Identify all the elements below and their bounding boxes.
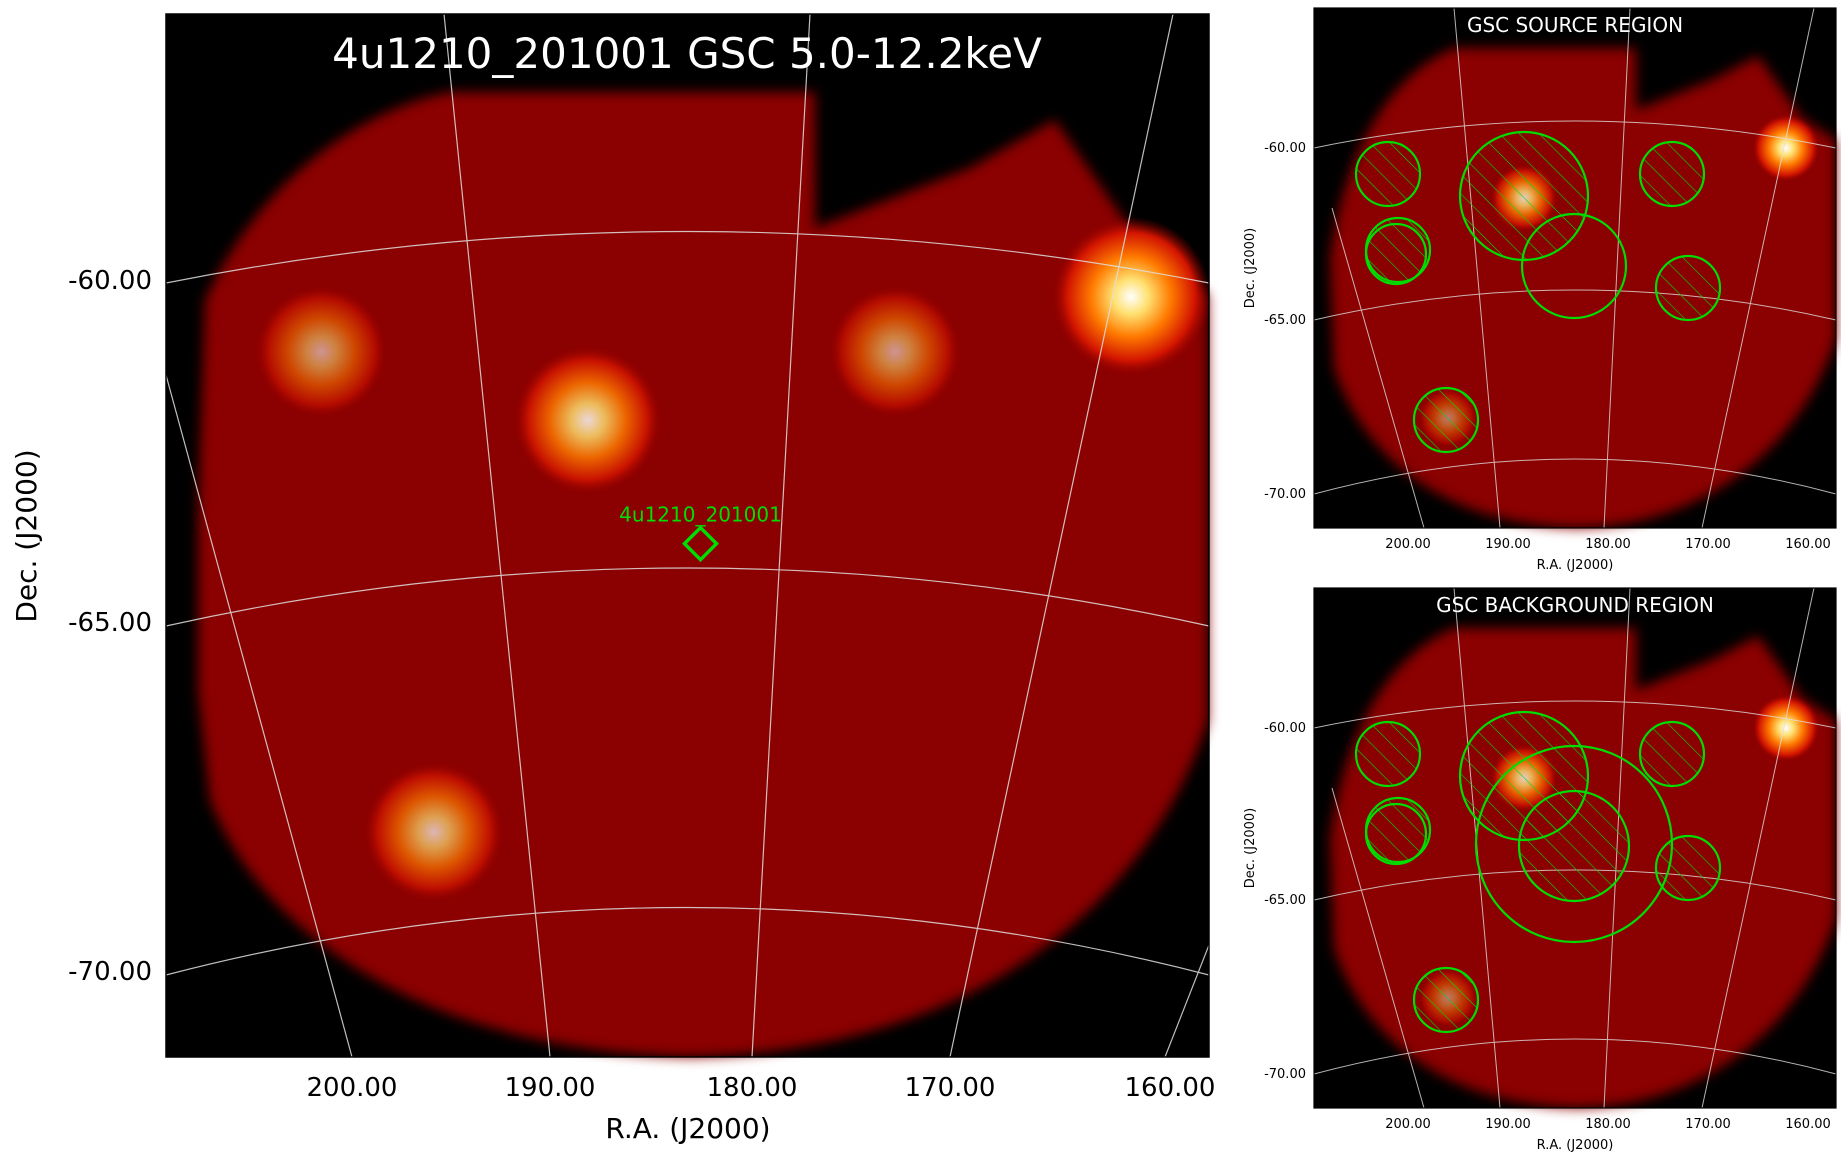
excluded-region (1354, 720, 1422, 788)
x-tick-label: 170.00 (1685, 537, 1731, 552)
source-extraction-region (1520, 212, 1628, 320)
excluded-region (1638, 720, 1706, 788)
x-tick-label: 200.00 (1385, 537, 1431, 552)
x-tick-label: 200.00 (307, 1073, 398, 1103)
ra-gridline-190 (443, 13, 551, 1058)
ra-gridline (1331, 787, 1425, 1109)
background-plot-frame (1313, 587, 1837, 1109)
background-y-axis-label: Dec. (J2000) (1243, 808, 1258, 888)
x-tick-label: 180.00 (707, 1073, 798, 1103)
background-y-tick-labels: -60.00 -65.00 -70.00 (1264, 721, 1306, 1082)
ra-gridline-160 (1164, 944, 1210, 1058)
background-x-tick-labels: 200.00 190.00 180.00 170.00 160.00 (1385, 1117, 1831, 1132)
y-tick-label: -65.00 (68, 608, 152, 638)
y-tick-label: -65.00 (1264, 313, 1306, 328)
source-x-tick-labels: 200.00 190.00 180.00 170.00 160.00 (1385, 537, 1831, 552)
excluded-region (1517, 789, 1631, 903)
source-coordinate-grid (1313, 7, 1837, 529)
x-tick-label: 190.00 (1485, 537, 1531, 552)
source-y-axis-label: Dec. (J2000) (1243, 228, 1258, 308)
excluded-region (1364, 802, 1428, 866)
source-x-axis-label: R.A. (J2000) (1537, 558, 1614, 573)
y-tick-label: -70.00 (1264, 1067, 1306, 1082)
excluded-region (1354, 140, 1422, 208)
background-region-panel: GSC BACKGROUND REGION 200.00 190.00 180.… (1243, 587, 1837, 1153)
x-tick-label: 160.00 (1785, 1117, 1831, 1132)
ra-gridline-200 (165, 374, 353, 1058)
excluded-region (1654, 834, 1722, 902)
x-ray-source-blob (1051, 216, 1211, 377)
dec-gridline (1313, 120, 1837, 149)
excluded-region (1638, 140, 1706, 208)
y-tick-label: -70.00 (68, 957, 152, 987)
x-ray-source-blob (828, 284, 963, 419)
background-x-axis-label: R.A. (J2000) (1537, 1138, 1614, 1153)
ra-gridline (1701, 7, 1815, 529)
x-tick-label: 200.00 (1385, 1117, 1431, 1132)
dec-gridline--70 (165, 906, 1210, 976)
source-plot-frame (1313, 7, 1837, 529)
excluded-region (1458, 130, 1590, 262)
y-tick-label: -60.00 (1264, 721, 1306, 736)
dec-gridline (1313, 1038, 1837, 1075)
source-blob (1752, 694, 1820, 762)
source-region-panel: GSC SOURCE REGION 200.00 190.00 180.00 1… (1243, 7, 1837, 573)
dec-gridline (1313, 700, 1837, 729)
x-ray-source-blob (254, 284, 389, 419)
x-tick-label: 160.00 (1125, 1073, 1216, 1103)
x-tick-label: 170.00 (1685, 1117, 1731, 1132)
x-tick-label: 190.00 (505, 1073, 596, 1103)
x-tick-label: 180.00 (1585, 537, 1631, 552)
dec-gridline (1313, 458, 1837, 495)
ra-gridline (1453, 7, 1501, 529)
source-y-tick-labels: -60.00 -65.00 -70.00 (1264, 141, 1306, 502)
x-tick-label: 180.00 (1585, 1117, 1631, 1132)
ra-gridline (1701, 587, 1815, 1109)
x-tick-label: 160.00 (1785, 537, 1831, 552)
x-ray-source-blob (512, 345, 663, 496)
main-x-axis-label: R.A. (J2000) (605, 1112, 770, 1145)
y-tick-label: -65.00 (1264, 893, 1306, 908)
y-tick-label: -60.00 (68, 266, 152, 296)
dec-gridline (1313, 289, 1837, 321)
background-regions (1354, 710, 1722, 1034)
target-label: 4u1210_201001 (619, 503, 782, 527)
target-diamond-marker (682, 525, 719, 563)
x-tick-label: 170.00 (905, 1073, 996, 1103)
main-sky-coverage (198, 92, 1208, 1057)
ra-gridline-180 (751, 13, 811, 1058)
dec-gridline--60 (165, 230, 1210, 284)
main-x-tick-labels: 200.00 190.00 180.00 170.00 160.00 (307, 1073, 1216, 1103)
main-y-axis-label: Dec. (J2000) (10, 449, 43, 622)
x-ray-source-blob (363, 760, 505, 903)
ra-gridline (1331, 207, 1425, 529)
main-plot-frame (165, 13, 1210, 1058)
main-panel: 4u1210_201001 4u1210_201001 GSC 5.0-12.2… (10, 13, 1216, 1145)
main-target-marker: 4u1210_201001 (619, 503, 782, 563)
main-coordinate-grid (165, 13, 1210, 1058)
background-title: GSC BACKGROUND REGION (1436, 593, 1714, 617)
main-y-tick-labels: -60.00 -65.00 -70.00 (68, 266, 152, 987)
excluded-region (1654, 254, 1722, 322)
source-title: GSC SOURCE REGION (1467, 13, 1683, 37)
source-sky-coverage (1330, 48, 1836, 528)
main-sources (254, 216, 1211, 903)
dec-gridline--65 (165, 567, 1210, 627)
excluded-region (1412, 386, 1480, 454)
source-blob (1752, 114, 1820, 182)
y-tick-label: -70.00 (1264, 487, 1306, 502)
x-tick-label: 190.00 (1485, 1117, 1531, 1132)
excluded-region (1364, 222, 1428, 286)
ra-gridline (1603, 7, 1631, 529)
main-title: 4u1210_201001 GSC 5.0-12.2keV (332, 29, 1042, 78)
source-regions (1354, 130, 1722, 454)
y-tick-label: -60.00 (1264, 141, 1306, 156)
ra-gridline-170 (949, 13, 1174, 1058)
excluded-region (1412, 966, 1480, 1034)
